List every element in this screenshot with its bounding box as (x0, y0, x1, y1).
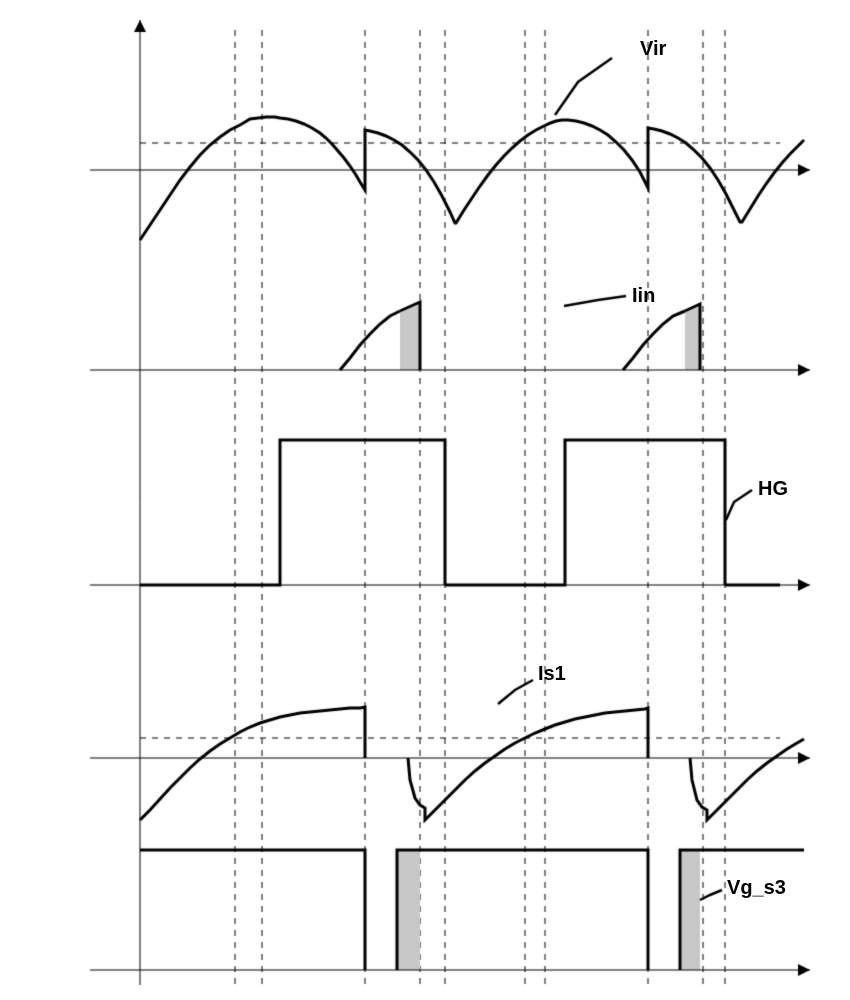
label-vgs3: Vg_s3 (727, 877, 786, 900)
timing-diagram (0, 0, 850, 1000)
label-iin: Iin (632, 285, 655, 308)
label-hg: HG (758, 478, 788, 501)
label-is1: Is1 (538, 663, 566, 686)
label-vir: Vir (640, 38, 666, 61)
